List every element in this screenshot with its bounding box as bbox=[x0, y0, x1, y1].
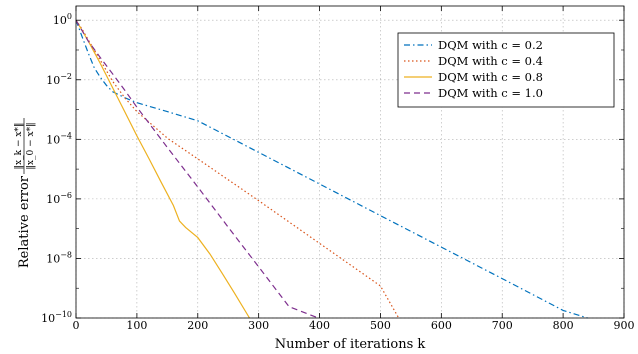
legend-box bbox=[397, 32, 615, 108]
legend-label-dqm-with-c-0-8: DQM with c = 0.8 bbox=[438, 70, 543, 84]
y-axis-title: Relative error ‖x_k − x*‖ ‖x_0 − x*‖ bbox=[14, 118, 36, 268]
x-tick-label: 400 bbox=[309, 319, 330, 332]
x-tick-label: 900 bbox=[614, 319, 635, 332]
y-tick-label: 10−10 bbox=[41, 310, 72, 325]
x-tick-label: 200 bbox=[187, 319, 208, 332]
legend: DQM with c = 0.2 DQM with c = 0.4 DQM with… bbox=[397, 32, 615, 108]
y-tick-label: 100 bbox=[53, 12, 72, 27]
y-tick-label: 10−6 bbox=[46, 191, 72, 206]
series-line-dqm-with-c-0-2 bbox=[75, 19, 588, 319]
x-tick-label: 700 bbox=[492, 319, 513, 332]
y-axis-fraction-denominator: ‖x_0 − x*‖ bbox=[26, 122, 36, 169]
y-axis-title-text: Relative error bbox=[17, 175, 32, 268]
series-line-dqm-with-c-0-8 bbox=[75, 19, 251, 319]
x-tick-label: 100 bbox=[126, 319, 147, 332]
series-line-dqm-with-c-1-0 bbox=[75, 19, 319, 319]
x-tick-label: 800 bbox=[553, 319, 574, 332]
tick-marks bbox=[75, 6, 625, 319]
x-tick-label: 500 bbox=[370, 319, 391, 332]
y-axis-fraction-numerator: ‖x_k − x*‖ bbox=[14, 123, 24, 170]
legend-label-dqm-with-c-1-0: DQM with c = 1.0 bbox=[438, 86, 543, 100]
y-tick-labels: 100 10−2 10−4 10−6 10−8 10−10 bbox=[41, 12, 72, 325]
y-tick-label: 10−8 bbox=[46, 250, 72, 265]
x-tick-label: 0 bbox=[73, 319, 80, 332]
x-tick-label: 300 bbox=[248, 319, 269, 332]
x-axis-title: Number of iterations k bbox=[275, 337, 426, 352]
series-lines bbox=[75, 19, 588, 319]
legend-label-dqm-with-c-0-4: DQM with c = 0.4 bbox=[438, 54, 543, 68]
legend-label-dqm-with-c-0-2: DQM with c = 0.2 bbox=[438, 38, 543, 52]
x-tick-labels: 0 100 200 300 400 500 600 700 800 900 bbox=[73, 319, 635, 332]
axes-box bbox=[75, 5, 625, 319]
y-tick-label: 10−2 bbox=[46, 72, 72, 87]
y-tick-label: 10−4 bbox=[46, 131, 72, 146]
x-tick-label: 600 bbox=[431, 319, 452, 332]
x-axis-title-text: Number of iterations k bbox=[275, 337, 426, 352]
